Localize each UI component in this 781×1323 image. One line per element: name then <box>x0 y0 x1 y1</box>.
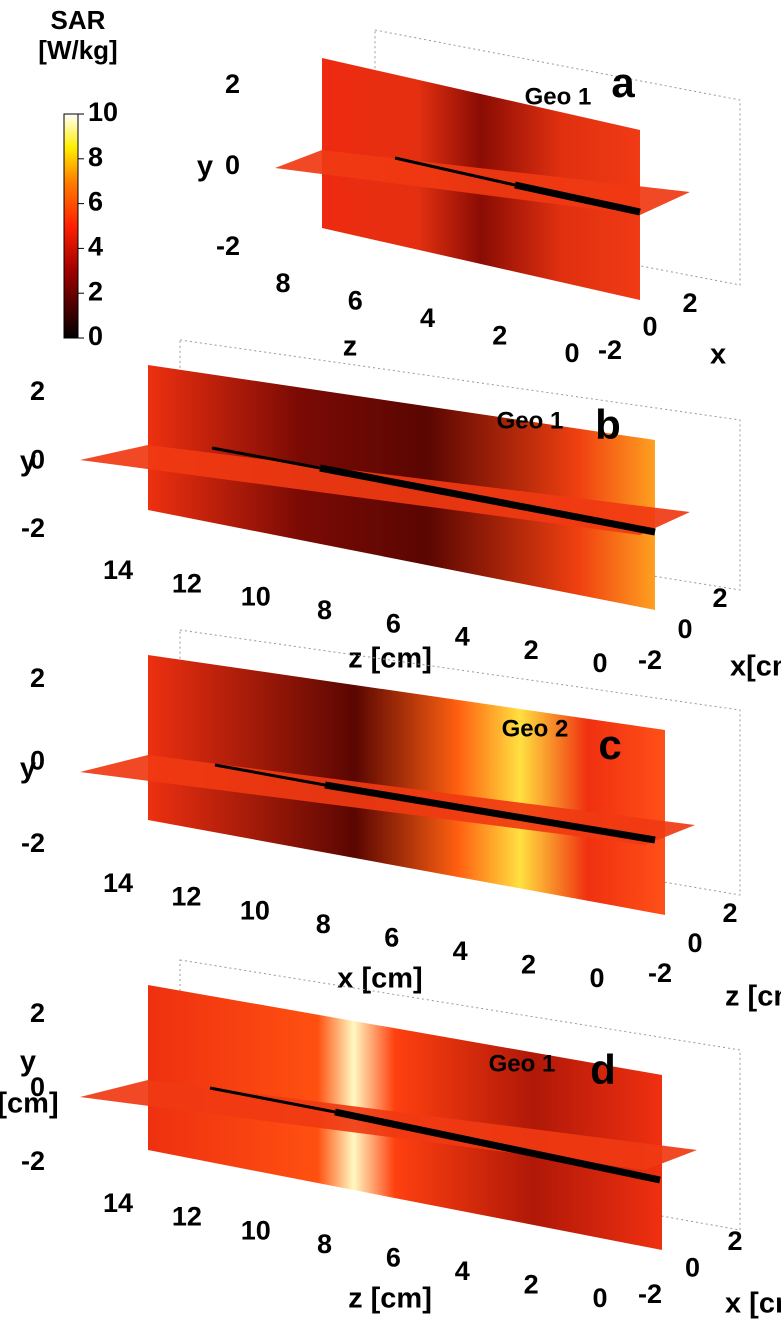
bottom-tick-label: 6 <box>386 608 401 638</box>
geometry-label: Geo 1 <box>489 1050 556 1077</box>
bottom-tick-label: 12 <box>172 568 202 598</box>
y-tick-label: 0 <box>225 150 240 180</box>
bottom-tick-label: 14 <box>103 1188 133 1218</box>
side-tick-label: 2 <box>712 583 727 613</box>
bottom-tick-label: 2 <box>521 950 536 980</box>
bottom-tick-label: 8 <box>317 595 332 625</box>
y-axis-label: y <box>20 753 36 785</box>
needle-shaft <box>319 464 656 536</box>
y-tick-label: 2 <box>225 69 240 99</box>
side-tick-label: 0 <box>685 1253 700 1283</box>
y-tick-label: 0 <box>30 746 45 776</box>
colorbar-tick-label: 2 <box>88 276 103 306</box>
bottom-axis-label: x [cm] <box>337 963 422 995</box>
side-tick-label: -2 <box>598 335 622 365</box>
bottom-tick-label: 8 <box>316 909 331 939</box>
geometry-label: Geo 2 <box>502 715 569 742</box>
bottom-tick-label: 12 <box>172 1202 202 1232</box>
bottom-tick-label: 4 <box>453 936 468 966</box>
bottom-tick-label: 4 <box>455 1256 470 1286</box>
bottom-tick-label: 10 <box>240 895 270 925</box>
bottom-tick-label: 12 <box>171 882 201 912</box>
panel-letter: d <box>590 1046 616 1093</box>
side-tick-label: 0 <box>642 312 657 342</box>
side-tick-label: -2 <box>638 1279 662 1309</box>
bottom-tick-label: 6 <box>386 1242 401 1272</box>
side-tick-label: -2 <box>638 645 662 675</box>
geometry-label: Geo 1 <box>497 407 564 434</box>
y-tick-label: -2 <box>21 513 45 543</box>
panel-letter: a <box>611 59 635 106</box>
bottom-tick-label: 0 <box>564 338 579 368</box>
y-axis-label: y <box>197 151 213 183</box>
needle-tip <box>209 1086 336 1114</box>
bottom-tick-label: 10 <box>241 1215 271 1245</box>
bottom-tick-label: 0 <box>592 1283 607 1313</box>
side-tick-label: 2 <box>727 1226 742 1256</box>
y-tick-label: 2 <box>30 998 45 1028</box>
bottom-tick-label: 6 <box>384 922 399 952</box>
vertical-slice <box>148 655 665 915</box>
side-tick-label: -2 <box>648 958 672 988</box>
needle-tip <box>211 446 321 470</box>
bottom-tick-label: 10 <box>241 582 271 612</box>
colorbar-tick-label: 0 <box>88 321 103 351</box>
needle-shaft <box>334 1108 661 1184</box>
bottom-tick-label: 2 <box>524 635 539 665</box>
side-tick-label: 0 <box>677 614 692 644</box>
y-tick-label: -2 <box>21 1146 45 1176</box>
y-axis-label: y <box>20 446 36 478</box>
bottom-tick-label: 14 <box>103 555 133 585</box>
y-tick-label: 0 <box>30 1072 45 1102</box>
bottom-tick-label: 8 <box>317 1229 332 1259</box>
bottom-axis-label: z [cm] <box>348 1283 432 1315</box>
side-tick-label: 0 <box>687 928 702 958</box>
bottom-axis-label: z <box>343 331 358 363</box>
needle-shaft <box>324 781 656 844</box>
colorbar-tick-label: 6 <box>88 187 103 217</box>
y-tick-label: 2 <box>30 376 45 406</box>
side-axis-label: z [cm] <box>725 981 781 1013</box>
needle-shaft <box>514 181 641 216</box>
axis-box <box>374 29 741 286</box>
bottom-tick-label: 6 <box>348 286 363 316</box>
colorbar-tick-label: 8 <box>88 142 103 172</box>
y-tick-label: -2 <box>216 231 240 261</box>
side-axis-label: x [cm] <box>725 1288 781 1320</box>
colorbar-tick-label: 10 <box>88 97 118 127</box>
y-axis-unit: [cm] <box>0 1088 59 1120</box>
colorbar-tick-label: 4 <box>88 232 103 262</box>
side-axis-label: x <box>710 339 726 371</box>
bottom-tick-label: 14 <box>103 868 133 898</box>
bottom-tick-label: 0 <box>592 648 607 678</box>
bottom-tick-label: 2 <box>492 321 507 351</box>
side-tick-label: 2 <box>722 898 737 928</box>
y-tick-label: 2 <box>30 663 45 693</box>
needle-tip <box>394 156 516 187</box>
y-tick-label: -2 <box>21 828 45 858</box>
geometry-label: Geo 1 <box>525 83 592 110</box>
y-axis-label: y <box>20 1046 36 1078</box>
panel-letter: c <box>598 721 621 768</box>
bottom-tick-label: 0 <box>589 963 604 993</box>
panel-letter: b <box>595 401 621 448</box>
needle-tip <box>214 763 326 787</box>
side-tick-label: 2 <box>682 288 697 318</box>
bottom-tick-label: 2 <box>524 1270 539 1300</box>
panel: Geo 1dy[cm]z [cm]x [cm]-20214121086420-2… <box>0 959 781 1320</box>
side-axis-label: x[cm] <box>730 651 781 683</box>
bottom-tick-label: 4 <box>455 622 470 652</box>
bottom-tick-label: 4 <box>420 303 435 333</box>
colorbar-unit: [W/kg] <box>38 35 117 65</box>
y-tick-label: 0 <box>30 445 45 475</box>
colorbar-scale <box>63 113 79 339</box>
colorbar: SAR [W/kg] <box>38 5 118 339</box>
bottom-axis-label: z [cm] <box>348 643 432 675</box>
colorbar-title: SAR <box>51 5 106 35</box>
bottom-tick-label: 8 <box>275 268 290 298</box>
